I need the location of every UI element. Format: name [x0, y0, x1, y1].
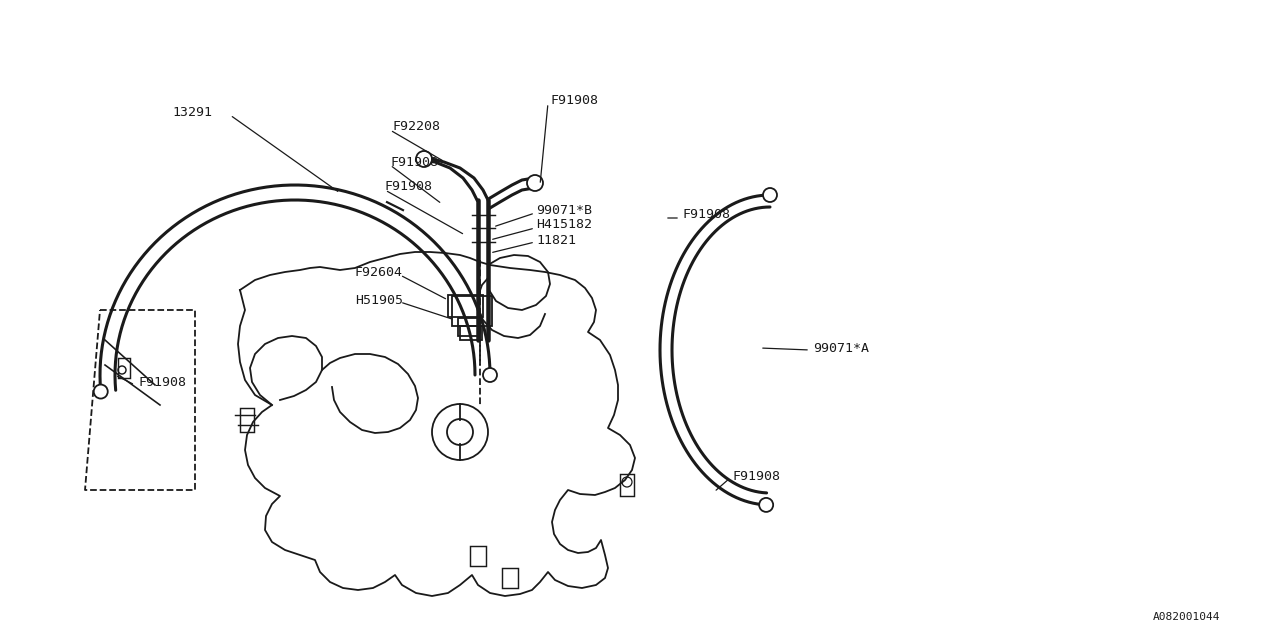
Bar: [502, 568, 518, 588]
Bar: [620, 474, 634, 496]
Text: F91908: F91908: [550, 93, 598, 106]
Circle shape: [759, 498, 773, 512]
Bar: [448, 295, 483, 317]
Text: F92604: F92604: [355, 266, 403, 278]
Text: F91908: F91908: [390, 156, 438, 168]
Bar: [460, 326, 483, 340]
Circle shape: [416, 151, 433, 167]
Bar: [458, 318, 480, 336]
Text: A082001044: A082001044: [1152, 612, 1220, 622]
Circle shape: [483, 368, 497, 382]
Circle shape: [93, 385, 108, 399]
Bar: [118, 358, 131, 378]
Text: 99071*A: 99071*A: [813, 342, 869, 355]
Text: F91908: F91908: [385, 180, 433, 193]
Text: F92208: F92208: [393, 120, 442, 134]
Circle shape: [763, 188, 777, 202]
Circle shape: [527, 175, 543, 191]
Bar: [452, 296, 492, 326]
Text: H415182: H415182: [536, 218, 591, 232]
Text: 11821: 11821: [536, 234, 576, 246]
Text: F91908: F91908: [138, 376, 186, 388]
Text: F91908: F91908: [684, 209, 731, 221]
Text: 99071*B: 99071*B: [536, 204, 591, 216]
Bar: [470, 546, 486, 566]
Text: 13291: 13291: [172, 106, 212, 118]
Text: H51905: H51905: [355, 294, 403, 307]
Bar: [241, 408, 253, 432]
Text: F91908: F91908: [733, 470, 781, 483]
